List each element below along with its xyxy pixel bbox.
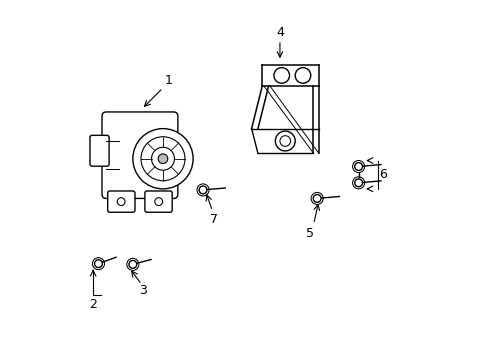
Text: 7: 7 [210,213,218,226]
FancyBboxPatch shape [144,191,172,212]
FancyBboxPatch shape [90,135,109,166]
Text: 1: 1 [164,74,172,87]
Circle shape [279,136,290,146]
Circle shape [151,147,174,170]
Circle shape [354,179,362,187]
Circle shape [313,194,321,202]
Circle shape [133,129,193,189]
Circle shape [273,68,289,83]
Circle shape [155,198,163,206]
Circle shape [158,154,167,163]
Circle shape [295,68,310,83]
Circle shape [117,198,125,206]
Circle shape [129,260,137,268]
Circle shape [94,260,102,267]
Text: 3: 3 [139,284,147,297]
Text: 5: 5 [305,228,313,240]
Circle shape [354,163,362,170]
Circle shape [141,137,184,181]
Circle shape [275,131,295,151]
Circle shape [199,186,206,194]
Text: 6: 6 [379,168,386,181]
Text: 4: 4 [275,26,284,39]
Text: 2: 2 [89,298,97,311]
FancyBboxPatch shape [102,112,178,198]
FancyBboxPatch shape [107,191,135,212]
